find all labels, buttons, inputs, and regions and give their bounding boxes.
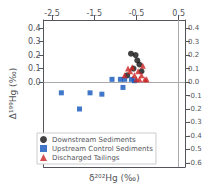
svg-text:0.0: 0.0	[188, 78, 199, 86]
svg-text:Δ¹⁹⁹Hg (‰): Δ¹⁹⁹Hg (‰)	[8, 68, 18, 119]
svg-text:-1.5: -1.5	[86, 9, 102, 18]
svg-text:-0.2: -0.2	[188, 105, 202, 113]
svg-text:0.3: 0.3	[188, 38, 199, 46]
svg-text:0.1: 0.1	[28, 64, 41, 73]
svg-text:-0.3: -0.3	[188, 118, 202, 126]
svg-text:Downstream Sediments: Downstream Sediments	[52, 136, 136, 144]
svg-text:0.0: 0.0	[28, 78, 41, 87]
svg-text:0.4: 0.4	[188, 24, 200, 32]
svg-text:Upstream Control Sediments: Upstream Control Sediments	[52, 145, 153, 153]
svg-text:0.2: 0.2	[28, 51, 41, 60]
svg-text:-0.5: -0.5	[129, 9, 145, 18]
svg-text:0.3: 0.3	[28, 37, 41, 46]
svg-text:0.4: 0.4	[28, 24, 41, 33]
svg-text:-0.6: -0.6	[188, 159, 202, 167]
svg-text:Discharged Tailings: Discharged Tailings	[52, 154, 120, 162]
svg-text:-0.5: -0.5	[188, 145, 202, 153]
svg-text:-0.4: -0.4	[188, 132, 202, 140]
svg-text:0.5: 0.5	[172, 9, 185, 18]
svg-text:0.2: 0.2	[188, 51, 199, 59]
svg-text:-0.1: -0.1	[188, 92, 202, 100]
svg-text:0.1: 0.1	[188, 65, 199, 73]
svg-text:δ²⁰²Hg (‰): δ²⁰²Hg (‰)	[89, 173, 140, 183]
svg-text:-2.5: -2.5	[44, 9, 60, 18]
